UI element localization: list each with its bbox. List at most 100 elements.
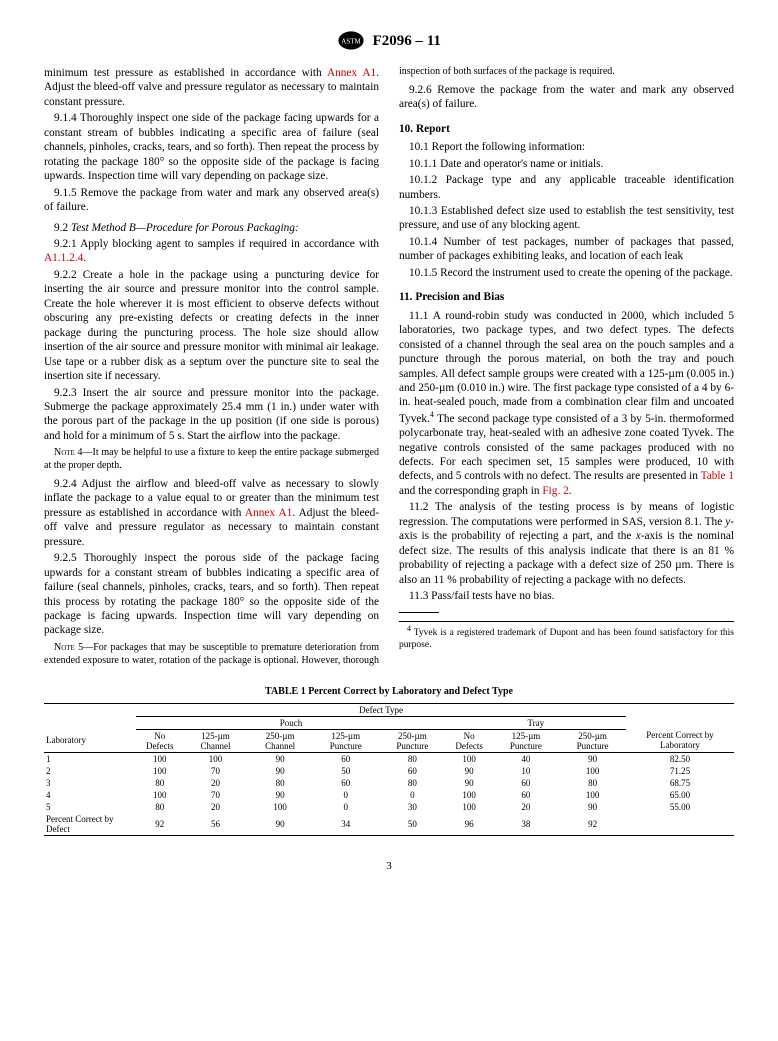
col-250pu: 250-µm Puncture xyxy=(379,729,446,752)
col-nodef: No Defects xyxy=(136,729,183,752)
para-913-cont: minimum test pressure as established in … xyxy=(44,66,379,109)
table-cell: 80 xyxy=(248,777,313,789)
col-lab: Laboratory xyxy=(44,729,136,752)
col-125pu: 125-µm Puncture xyxy=(312,729,379,752)
subhead-92: 9.2 Test Method B—Procedure for Porous P… xyxy=(44,221,379,235)
col-250ch: 250-µm Channel xyxy=(248,729,313,752)
header-tray: Tray xyxy=(446,716,626,729)
table-cell: 20 xyxy=(493,801,560,813)
table-cell: 50 xyxy=(312,765,379,777)
footer-cell: 92 xyxy=(559,813,626,836)
text: Test Method B—Procedure for Porous Packa… xyxy=(71,222,299,234)
table-row: 41007090001006010065.00 xyxy=(44,789,734,801)
table-cell: 100 xyxy=(559,765,626,777)
header-defect-type: Defect Type xyxy=(136,703,626,716)
text: 11.2 The analysis of the testing process… xyxy=(399,501,734,527)
table-cell: 70 xyxy=(183,765,248,777)
para-925: 9.2.5 Thoroughly inspect the porous side… xyxy=(44,551,379,638)
footer-cell: 56 xyxy=(183,813,248,836)
table-cell: 90 xyxy=(446,777,493,789)
para-924: 9.2.4 Adjust the airflow and bleed-off v… xyxy=(44,477,379,549)
table-cell: 100 xyxy=(136,789,183,801)
header-pouch: Pouch xyxy=(136,716,445,729)
para-1012: 10.1.2 Package type and any applicable t… xyxy=(399,173,734,202)
footer-label: Percent Correct by Defect xyxy=(44,813,136,836)
col-total: Percent Correct by Laboratory xyxy=(626,729,734,752)
table-row: 210070905060901010071.25 xyxy=(44,765,734,777)
table-cell: 100 xyxy=(183,752,248,765)
para-914: 9.1.4 Thoroughly inspect one side of the… xyxy=(44,111,379,183)
note-label: Note 5— xyxy=(54,642,93,653)
link-annex-a1-2[interactable]: Annex A1 xyxy=(245,507,292,519)
table-cell: 100 xyxy=(446,789,493,801)
table-cell: 90 xyxy=(446,765,493,777)
table-cell: 1 xyxy=(44,752,136,765)
text: 9.2 xyxy=(54,222,71,234)
footer-cell: 92 xyxy=(136,813,183,836)
table-1: TABLE 1 Percent Correct by Laboratory an… xyxy=(44,686,734,836)
para-101: 10.1 Report the following information: xyxy=(399,140,734,154)
text: It may be helpful to use a fixture to ke… xyxy=(44,447,379,471)
footer-cell: 38 xyxy=(493,813,560,836)
col-tray-125pu: 125-µm Puncture xyxy=(493,729,560,752)
table-cell: 2 xyxy=(44,765,136,777)
table-cell: 3 xyxy=(44,777,136,789)
table-row: 3802080608090608068.75 xyxy=(44,777,734,789)
footnote-rule xyxy=(399,612,439,613)
body-text: minimum test pressure as established in … xyxy=(44,66,734,668)
col-tray-nodef: No Defects xyxy=(446,729,493,752)
table-cell: 80 xyxy=(136,801,183,813)
table-cell: 0 xyxy=(379,789,446,801)
para-922: 9.2.2 Create a hole in the package using… xyxy=(44,268,379,384)
para-915: 9.1.5 Remove the package from water and … xyxy=(44,186,379,215)
table-cell: 60 xyxy=(379,765,446,777)
table-cell: 55.00 xyxy=(626,801,734,813)
link-fig-2[interactable]: Fig. 2 xyxy=(542,485,568,497)
table-cell: 20 xyxy=(183,777,248,789)
footer-cell: 96 xyxy=(446,813,493,836)
footnote-4: 4 Tyvek is a registered trademark of Dup… xyxy=(399,621,734,651)
para-1015: 10.1.5 Record the instrument used to cre… xyxy=(399,266,734,280)
link-table-1[interactable]: Table 1 xyxy=(701,470,734,482)
table-cell: 100 xyxy=(136,765,183,777)
table-cell: 60 xyxy=(312,777,379,789)
table-cell: 90 xyxy=(248,752,313,765)
table-cell: 40 xyxy=(493,752,560,765)
table-cell: 90 xyxy=(248,765,313,777)
table-cell: 0 xyxy=(312,789,379,801)
table-cell: 60 xyxy=(312,752,379,765)
text: The second package type consisted of a 3… xyxy=(399,413,734,483)
table-cell: 100 xyxy=(248,801,313,813)
table-cell: 0 xyxy=(312,801,379,813)
page-number: 3 xyxy=(44,860,734,872)
link-annex-a1[interactable]: Annex A1 xyxy=(327,67,376,79)
table-cell: 100 xyxy=(559,789,626,801)
table-cell: 10 xyxy=(493,765,560,777)
table-row: 58020100030100209055.00 xyxy=(44,801,734,813)
table-cell: 60 xyxy=(493,789,560,801)
para-923: 9.2.3 Insert the air source and pressure… xyxy=(44,386,379,444)
table-cell: 30 xyxy=(379,801,446,813)
text: minimum test pressure as established in … xyxy=(44,67,327,79)
para-926: 9.2.6 Remove the package from the water … xyxy=(399,83,734,112)
section-10: 10. Report xyxy=(399,122,734,136)
table-cell: 80 xyxy=(559,777,626,789)
para-113: 11.3 Pass/fail tests have no bias. xyxy=(399,589,734,603)
text: and the corresponding graph in xyxy=(399,485,542,497)
table-title: TABLE 1 Percent Correct by Laboratory an… xyxy=(44,686,734,697)
table-row: 1100100906080100409082.50 xyxy=(44,752,734,765)
table-cell: 80 xyxy=(136,777,183,789)
footer-cell: 90 xyxy=(248,813,313,836)
text: 11.1 A round-robin study was conducted i… xyxy=(399,310,734,425)
para-1011: 10.1.1 Date and operator's name or initi… xyxy=(399,157,734,171)
table-cell: 90 xyxy=(559,801,626,813)
link-a1124[interactable]: A1.1.2.4 xyxy=(44,252,83,264)
data-table: Defect Type Pouch Tray Laboratory No Def… xyxy=(44,703,734,836)
footer-cell: 34 xyxy=(312,813,379,836)
table-cell: 20 xyxy=(183,801,248,813)
table-cell: 4 xyxy=(44,789,136,801)
astm-logo: ASTM xyxy=(337,30,365,52)
text: . xyxy=(569,485,572,497)
table-cell: 5 xyxy=(44,801,136,813)
col-tray-250pu: 250-µm Puncture xyxy=(559,729,626,752)
